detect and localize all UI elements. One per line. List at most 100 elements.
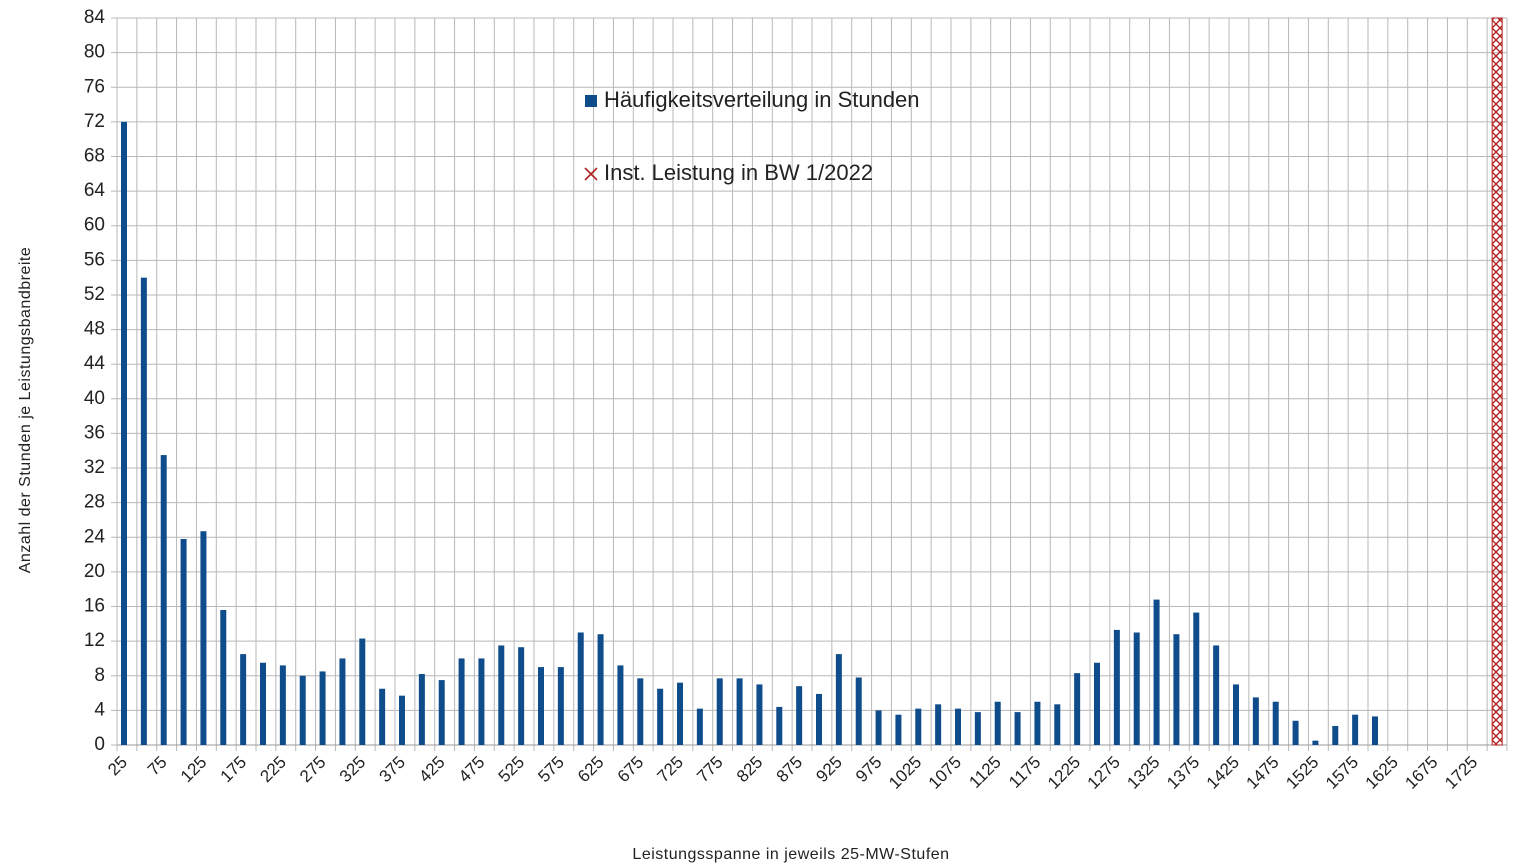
x-tick-label: 825 <box>733 753 766 786</box>
x-tick-label: 1475 <box>1243 753 1283 793</box>
x-tick-label: 1575 <box>1322 753 1362 793</box>
bar <box>617 665 624 745</box>
y-axis-title: Anzahl der Stunden je Leistungsbandbreit… <box>17 247 34 574</box>
bar <box>915 708 922 745</box>
y-tick-label: 72 <box>84 111 105 132</box>
x-tick-label: 75 <box>144 753 171 780</box>
bar <box>677 682 683 745</box>
bar <box>478 658 485 745</box>
bar <box>1213 645 1220 745</box>
bar <box>1153 599 1160 745</box>
bar <box>935 704 942 745</box>
y-tick-label: 36 <box>84 422 105 443</box>
x-tick-label: 1275 <box>1084 753 1124 793</box>
x-tick-label: 375 <box>376 753 409 786</box>
x-tick-label: 975 <box>852 753 885 786</box>
bar <box>597 634 604 745</box>
y-tick-label: 44 <box>84 353 106 374</box>
bar <box>1292 720 1299 745</box>
x-tick-label: 425 <box>415 753 448 786</box>
x-tick-label: 175 <box>217 753 250 786</box>
bar <box>1113 629 1120 745</box>
y-tick-label: 84 <box>84 7 106 28</box>
x-tick-label: 725 <box>654 753 687 786</box>
y-tick-label: 40 <box>84 388 105 409</box>
bar <box>1272 701 1279 745</box>
hatched-bar <box>1491 17 1503 746</box>
y-tick-label: 56 <box>84 249 105 270</box>
legend-swatch <box>584 167 598 181</box>
bar <box>260 662 266 745</box>
bar <box>319 671 326 745</box>
x-tick-label: 125 <box>177 753 210 786</box>
bar <box>637 678 644 745</box>
x-tick-label: 1375 <box>1163 753 1203 793</box>
bar <box>1133 632 1140 745</box>
y-tick-label: 52 <box>84 284 105 305</box>
bar <box>955 708 961 745</box>
bar <box>299 675 306 745</box>
legend-swatch <box>585 95 597 107</box>
bar <box>716 678 723 745</box>
x-tick-label: 1025 <box>885 753 925 793</box>
x-tick-label: 225 <box>256 753 289 786</box>
x-axis-title: Leistungsspanne in jeweils 25-MW-Stufen <box>632 846 949 863</box>
bar <box>835 654 842 745</box>
bar <box>121 121 127 746</box>
x-tick-label: 1075 <box>925 753 965 793</box>
bar <box>816 693 822 745</box>
bar <box>895 714 902 745</box>
bar <box>240 654 247 745</box>
y-tick-label: 20 <box>84 561 105 582</box>
bar <box>279 665 286 745</box>
bar <box>458 658 465 745</box>
y-tick-label: 0 <box>94 734 105 755</box>
legend-label: Häufigkeitsverteilung in Stunden <box>604 87 920 112</box>
bar <box>1014 712 1021 745</box>
x-tick-label: 325 <box>336 753 369 786</box>
bar <box>657 688 664 745</box>
x-tick-label: 875 <box>773 753 806 786</box>
bar <box>1034 701 1041 745</box>
bar <box>160 455 167 745</box>
x-tick-label: 1225 <box>1044 753 1084 793</box>
bar <box>1173 634 1180 745</box>
bar <box>776 706 783 745</box>
bar <box>1372 716 1378 745</box>
bar <box>180 539 187 745</box>
x-tick-label: 575 <box>534 753 567 786</box>
x-tick-label: 1725 <box>1441 753 1481 793</box>
y-tick-label: 8 <box>94 665 105 686</box>
bar <box>200 531 207 745</box>
x-tick-label: 275 <box>296 753 329 786</box>
x-tick-label: 525 <box>495 753 528 786</box>
x-tick-label: 475 <box>455 753 488 786</box>
bar <box>796 686 803 745</box>
bar <box>994 701 1001 745</box>
bar <box>974 712 981 745</box>
bar <box>498 645 505 745</box>
x-tick-label: 625 <box>574 753 607 786</box>
y-tick-label: 24 <box>84 526 106 547</box>
bar <box>379 688 386 745</box>
bar <box>1352 714 1359 745</box>
bar <box>736 678 743 745</box>
bar <box>220 609 227 745</box>
bar <box>875 710 882 745</box>
bar <box>359 638 366 745</box>
x-tick-label: 925 <box>812 753 845 786</box>
bar <box>399 695 405 745</box>
y-tick-label: 16 <box>84 596 105 617</box>
x-tick-label: 1425 <box>1203 753 1243 793</box>
bar <box>418 674 425 745</box>
bar <box>1074 673 1081 745</box>
y-tick-label: 12 <box>84 630 105 651</box>
y-tick-label: 80 <box>84 42 105 63</box>
bar <box>1233 684 1239 745</box>
bar <box>438 680 445 745</box>
x-tick-label: 1325 <box>1123 753 1163 793</box>
bar <box>1252 697 1259 745</box>
legend-label: Inst. Leistung in BW 1/2022 <box>604 160 873 185</box>
x-tick-label: 675 <box>614 753 647 786</box>
